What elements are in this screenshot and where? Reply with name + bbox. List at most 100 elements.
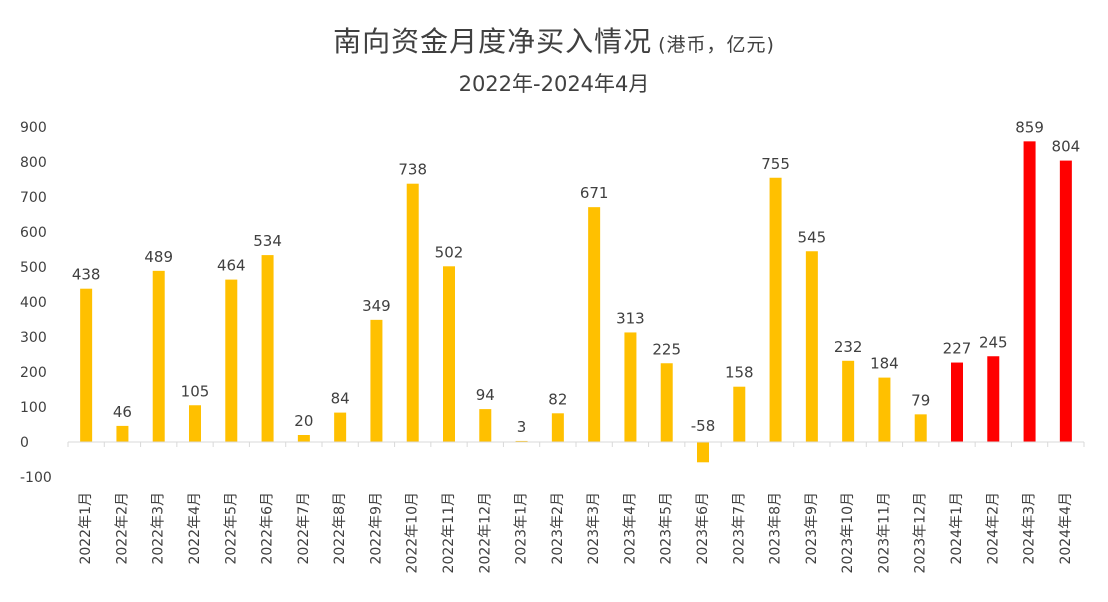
x-tick-label: 2024年4月: [1058, 492, 1074, 565]
y-tick-label: 500: [20, 260, 47, 276]
bar: [189, 405, 201, 442]
bar: [697, 442, 709, 463]
bar: [878, 377, 891, 442]
bar: [152, 270, 165, 442]
x-tick-label: 2024年3月: [1022, 492, 1038, 565]
data-label: 502: [435, 243, 464, 261]
x-tick-label: 2023年3月: [586, 492, 602, 565]
bar: [116, 425, 129, 442]
data-label: 232: [834, 338, 863, 356]
x-tick-label: 2023年1月: [514, 492, 530, 565]
chart-subtitle: 2022年-2024年4月: [458, 72, 650, 96]
data-label: 804: [1052, 138, 1081, 156]
data-label: 3: [517, 418, 527, 436]
x-tick-label: 2022年11月: [441, 492, 457, 573]
x-tick-label: 2024年1月: [949, 492, 965, 565]
bar: [515, 440, 528, 442]
bar: [769, 177, 782, 442]
data-label: -58: [691, 417, 716, 435]
data-label: 738: [398, 161, 427, 179]
data-label: 184: [870, 355, 899, 373]
x-tick-label: 2024年2月: [985, 492, 1001, 565]
y-tick-label: 600: [20, 225, 47, 241]
data-label: 489: [144, 248, 173, 266]
x-tick-label: 2023年8月: [768, 492, 784, 565]
data-label: 313: [616, 309, 645, 327]
data-label: 158: [725, 364, 754, 382]
data-label: 534: [253, 232, 282, 250]
bar: [551, 413, 564, 442]
data-label: 79: [911, 391, 930, 409]
bar: [660, 363, 673, 442]
bar-series: [80, 141, 1072, 463]
x-tick-label: 2023年7月: [731, 492, 747, 565]
chart-unit: (港币，亿元): [658, 34, 775, 56]
bar: [443, 266, 455, 442]
data-label: 545: [798, 228, 827, 246]
bar: [914, 414, 927, 442]
data-label: 46: [113, 403, 132, 421]
x-tick-label: 2023年9月: [804, 492, 820, 565]
bar: [805, 251, 818, 442]
bar: [370, 319, 383, 442]
data-label: 438: [72, 266, 101, 284]
x-tick-label: 2023年5月: [659, 492, 675, 565]
bar: [334, 412, 347, 442]
x-tick-label: 2022年9月: [368, 492, 384, 565]
x-tick-label: 2023年10月: [840, 492, 856, 573]
data-label: 84: [331, 390, 350, 408]
y-tick-label: 700: [20, 190, 47, 206]
y-tick-label: 900: [20, 120, 47, 136]
chart-title-line: 南向资金月度净买入情况 (港币，亿元): [0, 20, 1108, 60]
x-tick-label: 2022年6月: [260, 492, 276, 565]
bar: [951, 362, 963, 442]
x-tick-label: 2022年4月: [187, 492, 203, 565]
data-label: 94: [476, 386, 495, 404]
x-tick-label: 2022年12月: [477, 492, 493, 573]
x-tick-label: 2022年7月: [296, 492, 312, 565]
bar: [1059, 160, 1072, 442]
x-tick-label: 2023年11月: [876, 492, 892, 573]
x-axis: 2022年1月 2022年2月 2022年3月 2022年4月 2022年5月 2022年…: [78, 492, 1074, 573]
y-tick-label: 800: [20, 155, 47, 171]
bar: [479, 409, 492, 442]
x-tick-label: 2023年2月: [550, 492, 566, 565]
data-label: 227: [943, 340, 972, 358]
y-tick-label: 300: [20, 330, 47, 346]
bar: [406, 183, 419, 442]
y-tick-label: 400: [20, 295, 47, 311]
data-label: 245: [979, 333, 1008, 351]
x-tick-label: 2022年8月: [332, 492, 348, 565]
chart-title: 南向资金月度净买入情况: [333, 25, 653, 58]
data-label: 225: [652, 340, 681, 358]
y-tick-label: 0: [20, 435, 29, 451]
x-tick-label: 2022年10月: [405, 492, 421, 573]
bar: [225, 279, 238, 442]
bar: [624, 332, 637, 442]
y-tick-label: 100: [20, 400, 47, 416]
data-label: 20: [294, 412, 313, 430]
bar: [80, 288, 93, 442]
x-tick-label: 2022年5月: [223, 492, 239, 565]
y-tick-label: 200: [20, 365, 47, 381]
data-label: 755: [761, 155, 790, 173]
y-axis: 900 800 700 600 500 400 300 200 100 0 -100: [20, 120, 52, 486]
bar: [297, 435, 310, 442]
bar: [261, 255, 274, 442]
bar: [842, 360, 855, 442]
data-label: 671: [580, 184, 609, 202]
x-tick-label: 2022年3月: [151, 492, 167, 565]
data-label: 105: [181, 382, 210, 400]
data-label: 82: [548, 390, 567, 408]
x-axis-tick-marks: [67, 442, 1085, 447]
x-tick-label: 2022年1月: [78, 492, 94, 565]
x-tick-label: 2022年2月: [114, 492, 130, 565]
bar: [733, 386, 746, 442]
x-tick-label: 2023年6月: [695, 492, 711, 565]
bar: [588, 207, 601, 442]
data-label: 859: [1015, 118, 1044, 136]
data-label: 464: [217, 257, 246, 275]
data-labels: 438 46 489 105 464 534 20 84 349 738 502 94 3 82 671 31…: [72, 118, 1080, 436]
